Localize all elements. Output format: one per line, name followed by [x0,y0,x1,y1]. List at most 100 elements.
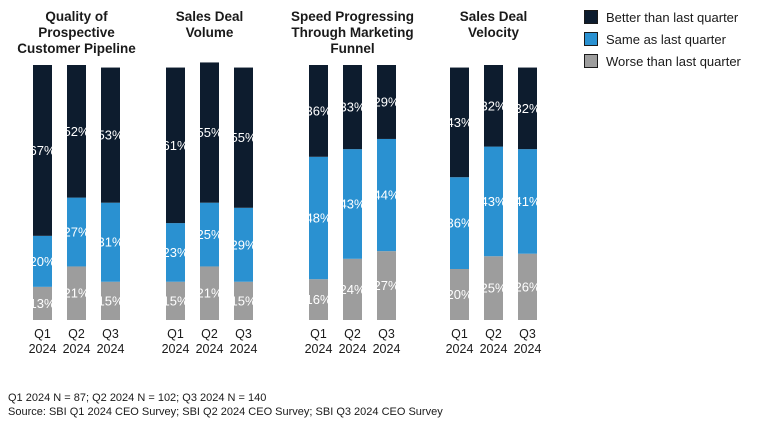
panel-title-line: Sales Deal [460,9,528,24]
bar-worse-p3-q1 [309,279,328,320]
panel-title-3: Speed Progressing Through Marketing Funnel [291,9,414,56]
legend-item-worse: Worse than last quarter [584,50,741,72]
x-tick-label: Q1 2024 [29,327,57,356]
x-tick-label: Q2 2024 [63,327,91,356]
data-label-better: 32% [480,98,506,113]
stacked-bar-chart: Quality of Prospective Customer Pipeline 13… [17,9,542,356]
x-tick-label: Q3 2024 [97,327,125,356]
panel-title-line: Quality of [45,9,108,24]
x-tick-label: Q1 2024 [305,327,333,356]
data-label-better: 55% [196,125,222,140]
data-label-better: 67% [29,143,55,158]
x-tick-line: 2024 [162,342,190,356]
x-tick-line: Q3 [378,327,395,341]
panel-title-line: Speed Progressing [291,9,414,24]
bar-better-p3-q1 [309,65,328,157]
legend-label-worse: Worse than last quarter [606,53,741,69]
data-label-same: 43% [480,194,506,209]
x-tick-label: Q3 2024 [514,327,542,356]
bar-worse-p3-q2 [343,258,362,320]
data-label-same: 48% [305,211,331,226]
bar-worse-p4-q3 [518,253,537,320]
bar-worse-p1-q1 [33,286,52,320]
data-label-worse: 15% [162,293,188,308]
x-tick-line: Q1 [167,327,184,341]
bar-better-p3-q3 [377,65,396,139]
x-tick-label: Q1 2024 [162,327,190,356]
bar-better-p2-q3 [234,67,253,208]
x-tick-line: Q1 [451,327,468,341]
bar-worse-p1-q3 [101,281,120,320]
data-label-same: 20% [29,254,55,269]
data-label-worse: 26% [514,279,540,294]
bar-better-p4-q2 [484,65,503,147]
data-label-same: 23% [162,245,188,260]
bar-worse-p1-q2 [67,266,86,320]
data-label-same: 25% [196,227,222,242]
bar-worse-p4-q1 [450,269,469,320]
x-tick-line: 2024 [63,342,91,356]
bar-worse-p4-q2 [484,256,503,320]
bar-same-p2-q3 [234,207,253,282]
x-tick-line: Q3 [235,327,252,341]
source-note: Source: SBI Q1 2024 CEO Survey; SBI Q2 2… [8,406,443,418]
bar-same-p4-q3 [518,149,537,254]
bar-same-p4-q1 [450,177,469,269]
bar-same-p2-q2 [200,202,219,267]
x-tick-line: 2024 [373,342,401,356]
x-tick-line: Q1 [310,327,327,341]
panel-title-line: Customer Pipeline [17,41,136,56]
panel-title-line: Funnel [330,41,374,56]
x-tick-label: Q2 2024 [196,327,224,356]
sample-size-note: Q1 2024 N = 87; Q2 2024 N = 102; Q3 2024… [8,392,267,404]
bar-same-p4-q2 [484,146,503,257]
data-label-same: 27% [63,225,89,240]
legend: Better than last quarter Same as last qu… [584,6,741,72]
data-label-better: 36% [305,103,331,118]
x-tick-line: Q2 [485,327,502,341]
data-label-better: 52% [63,124,89,139]
panel-title-line: Sales Deal [176,9,244,24]
bar-same-p3-q1 [309,156,328,280]
bar-same-p3-q2 [343,149,362,259]
panel-title-1: Quality of Prospective Customer Pipeline [17,9,136,56]
x-tick-line: 2024 [480,342,508,356]
x-tick-line: Q2 [68,327,85,341]
legend-swatch-worse [584,54,598,68]
bar-better-p2-q2 [200,62,219,203]
x-tick-line: Q2 [201,327,218,341]
legend-item-same: Same as last quarter [584,28,741,50]
data-label-better: 29% [373,94,399,109]
data-label-worse: 15% [97,293,123,308]
panel-title-line: Volume [186,25,234,40]
bar-same-p1-q2 [67,197,86,267]
x-tick-line: 2024 [339,342,367,356]
data-label-worse: 16% [305,292,331,307]
data-label-worse: 13% [29,296,55,311]
data-label-better: 33% [339,100,365,115]
data-label-same: 36% [446,216,472,231]
data-label-same: 41% [514,194,540,209]
x-tick-line: 2024 [230,342,258,356]
data-label-worse: 15% [230,293,256,308]
bar-better-p4-q3 [518,67,537,150]
bar-better-p2-q1 [166,67,185,224]
data-label-same: 31% [97,235,123,250]
bar-same-p2-q1 [166,223,185,282]
panel-title-4: Sales Deal Velocity [460,9,528,40]
legend-label-better: Better than last quarter [606,9,739,25]
data-label-same: 29% [230,237,256,252]
x-tick-line: Q3 [102,327,119,341]
x-tick-label: Q1 2024 [446,327,474,356]
data-label-better: 55% [230,130,256,145]
data-label-worse: 21% [63,286,89,301]
data-label-worse: 20% [446,287,472,302]
data-label-same: 43% [339,196,365,211]
x-tick-line: 2024 [514,342,542,356]
bar-worse-p2-q2 [200,266,219,320]
data-label-worse: 24% [339,282,365,297]
panel-title-line: Prospective [38,25,115,40]
x-tick-line: Q1 [34,327,51,341]
bar-better-p3-q2 [343,65,362,150]
bar-same-p3-q3 [377,138,396,252]
